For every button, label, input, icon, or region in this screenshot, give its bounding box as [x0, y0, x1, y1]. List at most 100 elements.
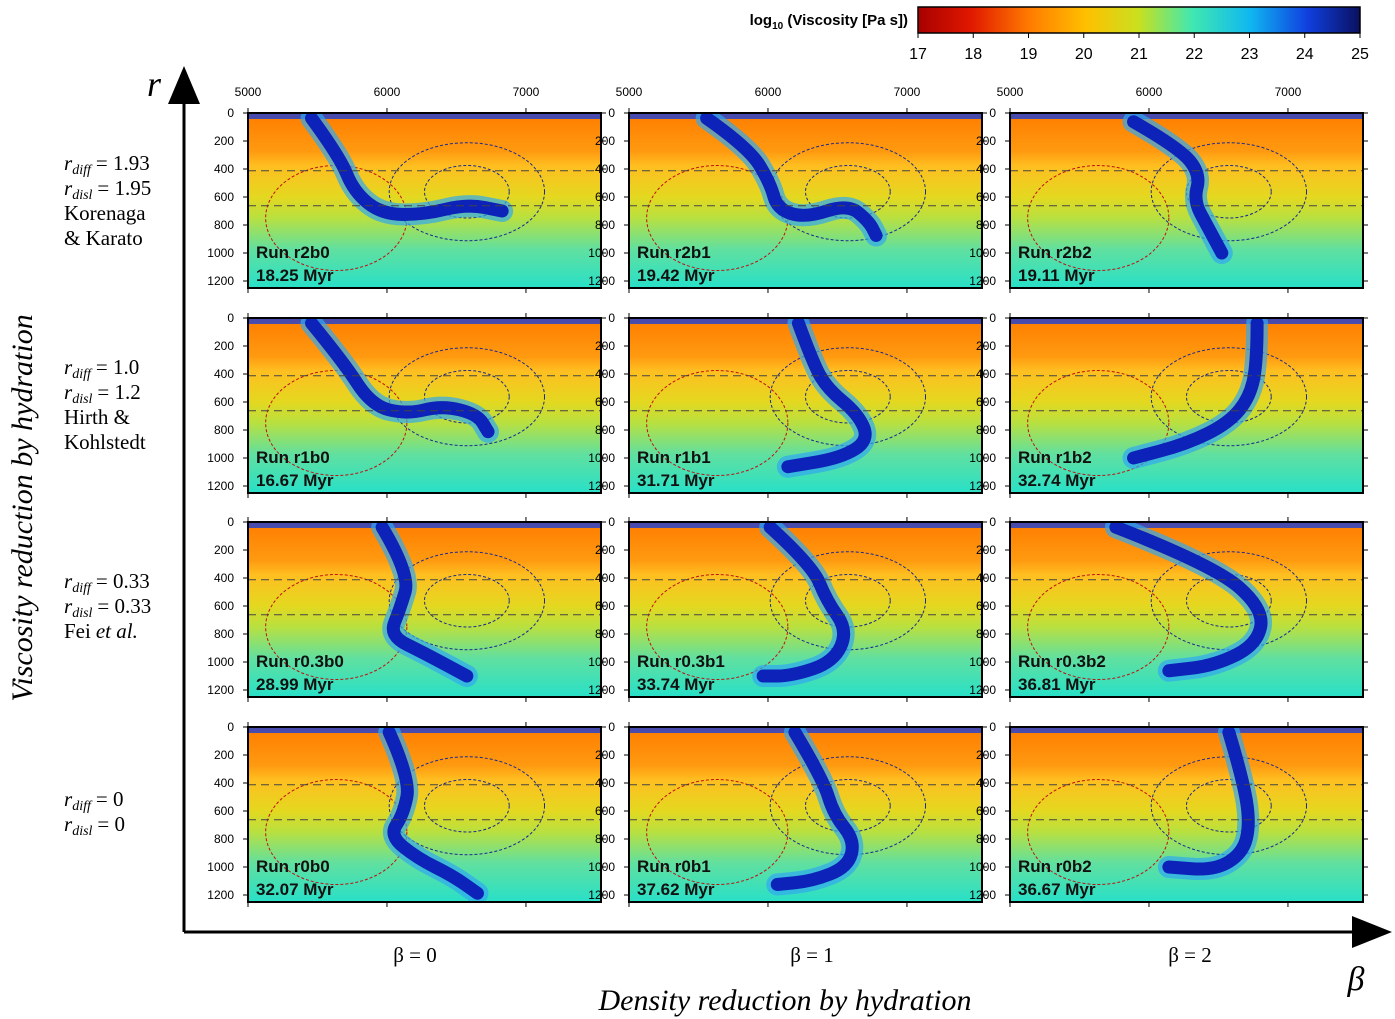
panel-frame: [1009, 726, 1364, 903]
y-tick-label: 0: [989, 311, 996, 325]
y-tick-label: 1200: [588, 683, 615, 697]
row-param-symbol: r: [64, 812, 73, 836]
row-param-symbol: r: [64, 151, 73, 175]
flow-contour: [646, 370, 789, 476]
run-label: Run r0b2: [1018, 857, 1092, 876]
row-param-symbol: r: [64, 176, 73, 200]
y-tick-label: 1200: [969, 683, 996, 697]
y-tick-label: 0: [227, 106, 234, 120]
y-tick-label: 800: [976, 627, 996, 641]
x-tick-label: 7000: [1275, 85, 1302, 99]
panel-field: [629, 113, 982, 288]
row-param: rdisl = 1.2: [64, 380, 141, 407]
y-tick-label: 0: [608, 106, 615, 120]
row-reference-text: & Karato: [64, 226, 143, 250]
y-tick-label: 400: [976, 367, 996, 381]
y-tick-label: 400: [214, 162, 234, 176]
x-tick-label: 7000: [894, 85, 921, 99]
y-tick-label: 600: [976, 804, 996, 818]
y-tick-label: 1200: [969, 888, 996, 902]
y-tick-label: 0: [989, 515, 996, 529]
x-tick-label: 6000: [374, 85, 401, 99]
row-param-subscript: disl: [72, 392, 92, 407]
y-tick-label: 200: [595, 339, 615, 353]
row-param-subscript: diff: [72, 799, 93, 814]
y-tick-label: 1200: [207, 479, 234, 493]
run-label: Run r1b2: [1018, 448, 1092, 467]
panel-field: [1010, 522, 1363, 697]
x-tick-label: 6000: [1136, 85, 1163, 99]
slab: [1127, 115, 1229, 260]
y-tick-label: 1200: [969, 274, 996, 288]
y-tick-label: 400: [214, 571, 234, 585]
y-tick-label: 1000: [969, 451, 996, 465]
y-tick-label: 1000: [207, 451, 234, 465]
y-tick-label: 1200: [207, 274, 234, 288]
flow-contour: [424, 779, 510, 833]
x-tick-label: 6000: [755, 85, 782, 99]
flow-contour: [1150, 142, 1308, 242]
y-tick-label: 600: [214, 599, 234, 613]
row-param-value: = 1.95: [97, 176, 151, 200]
run-label: Run r1b0: [256, 448, 330, 467]
row-reference-text: Fei: [64, 619, 91, 643]
y-tick-label: 0: [989, 106, 996, 120]
y-tick-label: 0: [608, 720, 615, 734]
row-param-subscript: disl: [72, 606, 92, 621]
slab: [1127, 318, 1264, 465]
colorbar-tick-label: 23: [1241, 46, 1259, 63]
row-param: rdiff = 0: [64, 787, 123, 814]
y-tick-label: 400: [595, 776, 615, 790]
row-param-subscript: diff: [72, 367, 93, 382]
panel: 0 200 400 600 800 1000 1200 Run r0.3b1 33.74 Myr: [588, 515, 987, 702]
panel: 0 200 400 600 800 1000 1200 5000 6000 7000 Run r2b…: [207, 85, 606, 293]
y-tick-label: 200: [976, 134, 996, 148]
flow-contour: [1186, 574, 1272, 628]
viscosity-field: [248, 522, 601, 697]
colorbar: [917, 6, 1361, 34]
y-tick-label: 200: [976, 339, 996, 353]
y-tick-label: 1200: [207, 888, 234, 902]
run-label: Run r2b0: [256, 243, 330, 262]
x-tick-label: 5000: [616, 85, 643, 99]
row-reference: Korenaga: [64, 201, 146, 225]
run-label: Run r2b1: [637, 243, 711, 262]
y-tick-label: 600: [214, 804, 234, 818]
row-param: rdiff = 0.33: [64, 569, 150, 596]
y-tick-label: 400: [595, 367, 615, 381]
slab: [305, 113, 509, 222]
y-tick-label: 0: [227, 720, 234, 734]
run-label: Run r2b2: [1018, 243, 1092, 262]
panel-frame: [628, 317, 983, 494]
panel-field: [248, 318, 601, 493]
y-tick-label: 800: [976, 423, 996, 437]
run-time: 32.07 Myr: [256, 880, 334, 899]
panel-field: [629, 522, 982, 697]
y-tick-label: 400: [595, 571, 615, 585]
flow-contour: [265, 574, 408, 680]
y-tick-label: 400: [976, 776, 996, 790]
flow-contour: [1150, 347, 1308, 447]
row-reference-text: et al.: [96, 619, 138, 643]
run-time: 18.25 Myr: [256, 266, 334, 285]
panel: 0 200 400 600 800 1000 1200 Run r0b0 32.07 Myr: [207, 720, 606, 907]
y-tick-label: 400: [976, 162, 996, 176]
panel-frame: [247, 112, 602, 289]
lithosphere-top: [1010, 318, 1363, 324]
colorbar-title-sub: 10: [772, 21, 784, 32]
y-axis-arrow: [168, 66, 200, 104]
row-param-value: = 0: [96, 787, 124, 811]
row-param-subscript: diff: [72, 581, 93, 596]
panel-field: [629, 727, 982, 902]
slab: [770, 727, 859, 891]
row-param-subscript: disl: [72, 188, 92, 203]
panel: 0 200 400 600 800 1000 1200 5000 6000 7000 Run r2b…: [969, 85, 1368, 293]
slab: [756, 522, 851, 683]
viscosity-field: [1010, 318, 1363, 493]
flow-contour: [1027, 574, 1170, 680]
row-param-symbol: r: [64, 594, 73, 618]
y-tick-label: 800: [976, 218, 996, 232]
y-tick-label: 200: [214, 748, 234, 762]
row-param-subscript: diff: [72, 163, 93, 178]
